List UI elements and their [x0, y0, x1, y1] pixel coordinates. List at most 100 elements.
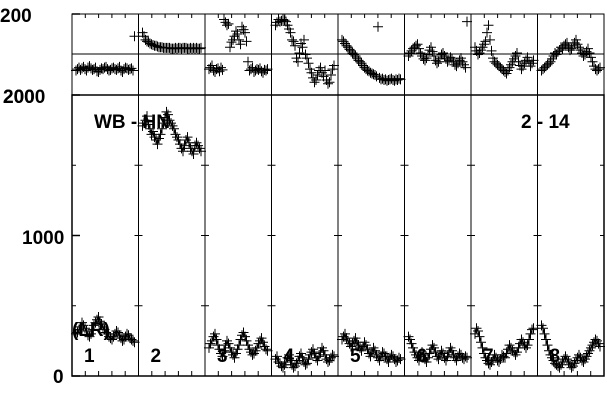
panel-4-top-point-28 [311, 75, 321, 86]
panel-1-point-12 [87, 324, 98, 335]
panel-4-top-point-14 [290, 40, 300, 51]
panel-3-point-18 [229, 352, 240, 363]
panel-2-point-34 [187, 146, 197, 157]
panel-6-point-13 [421, 356, 432, 367]
panel-3-top-point-19 [231, 26, 241, 37]
panel-2-point-26 [175, 139, 185, 150]
panel-7-top-point-11 [485, 34, 495, 45]
panel-2-top-point-40 [196, 42, 206, 53]
panel-5-point-40 [395, 354, 406, 365]
tick-marks [72, 13, 604, 377]
panel-2-point-28 [178, 146, 188, 157]
panel-3-point-11 [219, 345, 229, 356]
panel-8-point-32 [583, 348, 593, 359]
panel-7-point-4 [474, 331, 485, 342]
panel-5-point-18 [362, 344, 373, 355]
panel-label-8: 8 [550, 346, 561, 367]
panel-3-point-27 [243, 340, 253, 351]
panel-7-point-5 [476, 337, 486, 348]
panel-3-top-point-15 [225, 42, 235, 53]
panel-8-point-4 [541, 334, 551, 345]
panel-3-top-point-22 [235, 39, 246, 50]
panel-1-point-7 [80, 323, 90, 334]
panel-7-point-17 [494, 356, 504, 367]
panel-8-point-14 [556, 359, 566, 370]
panel-1-point-14 [90, 317, 101, 328]
panel-3-point-40 [262, 345, 273, 356]
panel-1-point-26 [108, 331, 119, 342]
panel-3-point-19 [231, 348, 241, 359]
panel-8-point-6 [544, 345, 554, 356]
panel-8-point-23 [569, 358, 580, 369]
panel-8-top-point-40 [595, 62, 605, 73]
panel-6-point-29 [445, 342, 456, 353]
panel-3-point-15 [225, 342, 235, 353]
panel-2-point-5 [143, 119, 154, 130]
panel-8-point-38 [592, 335, 602, 346]
panel-4-top-point-38 [326, 69, 336, 80]
panel-5-point-14 [356, 345, 367, 356]
panel-6-point-3 [406, 338, 417, 349]
panel-3-point-2 [205, 338, 216, 349]
panel-3-point-33 [252, 342, 262, 353]
panel-7-top-point-12 [486, 45, 497, 56]
panel-4-top-point-29 [312, 69, 323, 80]
panel-5-point-17 [361, 340, 371, 351]
panel-2-point-40 [196, 146, 206, 157]
panel-8-top-point-39 [593, 64, 604, 75]
panel-1-point-3 [74, 324, 84, 335]
panel-8-point-3 [539, 328, 550, 339]
panel-7-top-point-40 [528, 55, 539, 66]
panel-5-point-16 [359, 337, 370, 348]
panel-6-top-point-40 [462, 16, 472, 27]
panel-4-point-33 [318, 345, 329, 356]
panel-6-point-15 [424, 348, 435, 359]
panel-1-point-25 [107, 334, 117, 345]
panel-3-point-34 [253, 338, 264, 349]
panel-label-7: 7 [483, 346, 494, 367]
panel-3-point-20 [232, 344, 243, 355]
panel-7-point-21 [500, 352, 510, 363]
panel-6-series-line [408, 336, 468, 364]
panel-4-point-23 [303, 354, 314, 365]
panel-3-point-22 [235, 334, 246, 345]
panel-3-point-32 [250, 345, 261, 356]
panel-4-point-10 [284, 349, 294, 360]
panel-1-point-19 [98, 321, 108, 332]
panel-5-point-29 [379, 348, 389, 359]
panel-3-point-31 [249, 348, 259, 359]
panel-8-point-29 [578, 356, 589, 367]
panel-6-point-11 [418, 349, 429, 360]
panel-2-point-29 [179, 140, 190, 151]
panel-5-point-23 [370, 345, 380, 356]
panel-8-point-1 [536, 320, 547, 331]
panel-8-point-26 [574, 349, 584, 360]
panel-3-top-point-26 [241, 36, 252, 47]
panel-4-top-point-22 [302, 53, 312, 64]
panel-3-point-37 [258, 337, 268, 348]
panel-3-point-16 [226, 347, 237, 358]
panel-5-point-24 [371, 349, 382, 360]
panel-3-top-point-14 [223, 18, 234, 29]
panel-8-point-17 [560, 351, 571, 362]
panel-7-point-36 [522, 340, 533, 351]
panel-6-point-39 [460, 351, 471, 362]
panel-4-point-26 [308, 344, 318, 355]
panel-8-top-point-35 [587, 56, 598, 67]
panel-7-point-29 [512, 347, 522, 358]
panel-4-point-15 [291, 358, 302, 369]
panel-3-top-point-39 [261, 65, 271, 76]
panel-7-point-28 [510, 349, 521, 360]
panel-4-point-37 [324, 355, 335, 366]
panel-4-top-point-34 [320, 65, 330, 76]
panel-3-point-3 [207, 335, 217, 346]
panel-3-top-point-21 [234, 34, 244, 45]
panel-2-point-35 [188, 149, 199, 160]
panel-5-top-point-25 [373, 21, 383, 32]
panel-8-point-2 [538, 323, 548, 334]
panel-4-top-point-27 [309, 77, 320, 88]
panel-5-point-20 [365, 351, 376, 362]
panel-2-point-31 [182, 132, 193, 143]
panel-4-point-8 [281, 356, 291, 367]
panel-1-top-point-40 [129, 31, 140, 42]
